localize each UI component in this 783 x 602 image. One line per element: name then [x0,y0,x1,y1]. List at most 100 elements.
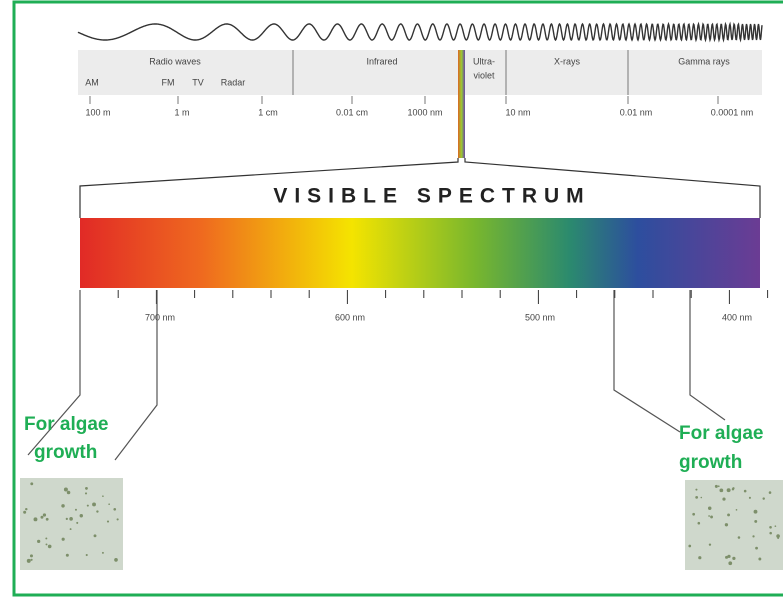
cell [117,518,119,520]
cell [754,510,758,514]
cell [719,488,723,492]
cell [87,505,89,507]
cell [749,497,751,499]
cell [76,522,78,524]
region-label: Ultra- [473,56,495,66]
cell [43,513,46,516]
diagram: Radio waves AM FM TV Radar Infrared Ultr… [0,0,783,597]
cell [108,503,110,505]
cell [769,526,772,529]
cell [777,537,779,539]
cell [710,516,713,519]
cell [69,517,73,521]
cell [66,554,69,557]
cell [64,488,68,492]
wave [78,24,762,40]
cell [695,489,697,491]
cell [70,528,72,530]
cell [67,491,71,495]
cell [45,537,47,539]
cell [698,556,701,559]
cell [718,485,720,487]
cell [114,558,118,562]
cell [34,517,38,521]
cell [727,488,731,492]
band-scale-label: 100 m [85,107,110,117]
cell [62,538,65,541]
callout-lines [28,290,725,460]
cell [75,509,77,511]
cell [92,502,96,506]
band-scale-label: 1 m [174,107,189,117]
region-label: AM [85,77,99,87]
cell [769,491,772,494]
visible-title: VISIBLE SPECTRUM [273,185,590,208]
band-scale-label: 10 nm [505,107,530,117]
cell [708,507,711,510]
cell [30,482,33,485]
cell [715,485,718,488]
cell [754,520,757,523]
callout-text: For algae [24,414,108,435]
region-label: Radio waves [149,56,201,66]
cell [728,561,732,565]
cell [758,558,761,561]
region-label: X-rays [554,56,581,66]
cell [692,513,695,516]
callout-text: For algae [679,423,763,444]
callout-text: growth [679,452,742,473]
cell [46,518,49,521]
cell [732,557,735,560]
cell [695,496,698,499]
cell [80,514,83,517]
visible-scale-label: 500 nm [525,312,555,322]
cell [30,559,32,561]
visible-scale-label: 600 nm [335,312,365,322]
cell [85,487,88,490]
cell [85,492,87,494]
cell [725,556,728,559]
cell [732,488,734,490]
cell [113,508,116,511]
cell [744,490,747,493]
band-scale-label: 0.01 cm [336,107,368,117]
cell [709,544,711,546]
cell [698,522,701,525]
visible-ticks [80,290,768,304]
cell [107,520,109,522]
visible-slice [458,50,465,158]
cell [736,509,738,511]
visible-bar [80,218,760,288]
cell [37,540,40,543]
region-label: violet [473,70,495,80]
cell [727,513,730,516]
cell [775,525,777,527]
algae-image [20,478,123,570]
cell [708,515,710,517]
visible-scale-label: 700 nm [145,312,175,322]
band-scale-label: 1000 nm [407,107,442,117]
cell [30,554,33,557]
callout-text: growth [34,442,97,463]
cell [102,552,104,554]
region-label: FM [162,77,175,87]
band-scale-label: 1 cm [258,107,278,117]
cell [725,523,728,526]
cell [25,508,27,510]
cell [688,545,691,548]
cell [102,495,104,497]
cell [48,545,52,549]
band-scale-label: 0.01 nm [620,107,653,117]
region-label: TV [192,77,204,87]
cell [752,535,754,537]
region-label: Gamma rays [678,56,730,66]
cell [700,497,702,499]
cell [86,554,88,556]
cell [27,559,31,563]
cell [722,497,725,500]
cell [66,518,68,520]
cell [763,497,765,499]
region-label: Infrared [366,56,397,66]
cell [769,532,772,535]
visible-scale-label: 400 nm [722,312,752,322]
